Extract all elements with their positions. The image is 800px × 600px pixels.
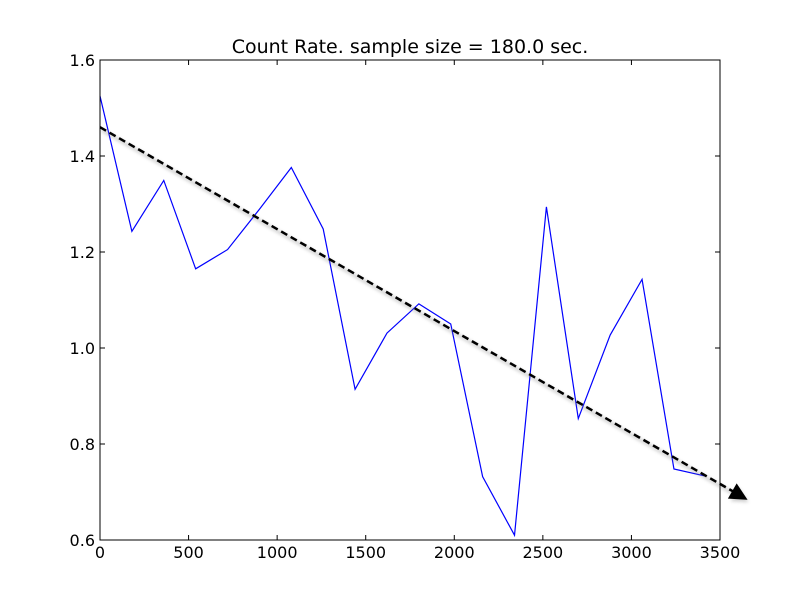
y-tick-label: 1.0	[70, 339, 95, 358]
trend-arrow-shaft	[99, 126, 734, 493]
y-tick-label: 1.6	[70, 51, 95, 70]
plot-area-frame	[99, 59, 721, 541]
y-tick-label: 1.4	[70, 147, 95, 166]
y-tick-label: 1.2	[70, 243, 95, 262]
y-tick-label: 0.6	[70, 531, 95, 550]
x-tick-label: 500	[173, 543, 204, 562]
x-tick-label: 2500	[522, 543, 563, 562]
x-tick-label: 1500	[345, 543, 386, 562]
x-tick-label: 3500	[700, 543, 741, 562]
x-tick-label: 2000	[434, 543, 475, 562]
series-line-0	[99, 95, 706, 538]
chart-title: Count Rate. sample size = 180.0 sec.	[232, 36, 589, 58]
trend-arrow-head	[727, 483, 748, 500]
y-tick-label: 0.8	[70, 435, 95, 454]
x-tick-label: 0	[95, 543, 105, 562]
trend-arrow	[99, 126, 749, 503]
x-tick-label: 1000	[257, 543, 298, 562]
x-tick-label: 3000	[611, 543, 652, 562]
trend-arrow-shadow-shaft	[101, 128, 736, 496]
trend-arrow-shadow	[101, 128, 749, 503]
